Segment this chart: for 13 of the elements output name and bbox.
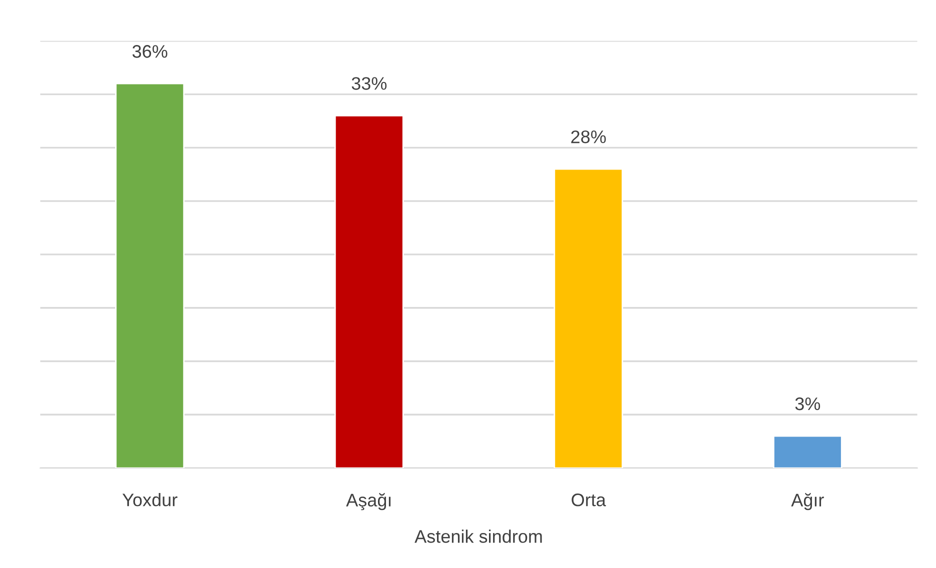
bar <box>115 82 185 468</box>
x-axis-title: Astenik sindrom <box>414 530 542 543</box>
data-label: 33% <box>352 77 387 90</box>
bar <box>772 435 842 468</box>
x-tick-label: Orta <box>572 494 606 506</box>
bar <box>554 168 624 468</box>
bar <box>334 114 404 468</box>
data-label: 28% <box>571 130 606 144</box>
x-tick-label: Aşağı <box>346 493 391 510</box>
x-tick-label: Yoxdur <box>122 493 178 506</box>
data-label: 3% <box>795 397 820 410</box>
data-label: 36% <box>132 45 168 58</box>
x-tick-label: Ağır <box>791 493 824 510</box>
